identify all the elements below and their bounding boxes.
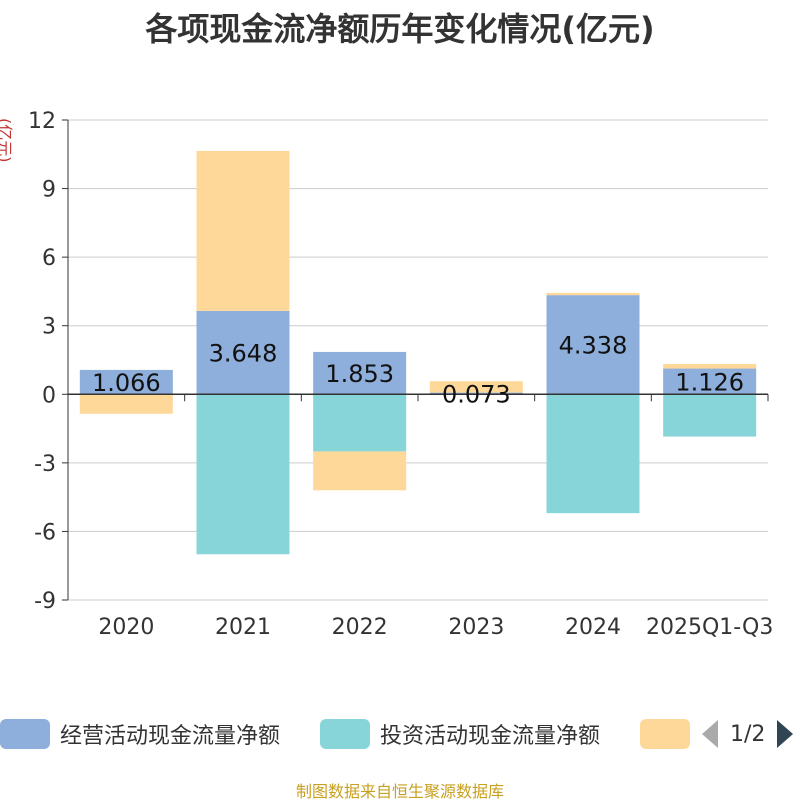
- bar-series1-2022[interactable]: [313, 351, 407, 395]
- y-tick-label: 6: [42, 246, 56, 271]
- legend-item-financing[interactable]: [640, 714, 700, 754]
- legend-prev-arrow-icon[interactable]: [702, 720, 718, 748]
- legend-page-indicator: 1/2: [730, 721, 766, 747]
- legend-swatch-investing: [320, 719, 370, 749]
- data-source-note: 制图数据来自恒生聚源数据库: [295, 782, 504, 801]
- bar-series3-2021[interactable]: [196, 150, 290, 311]
- data-label: 1.853: [325, 360, 394, 388]
- y-tick-label: -6: [34, 520, 56, 545]
- bar-series2-2025Q1-Q3[interactable]: [663, 394, 757, 437]
- x-tick-label: 2023: [448, 615, 504, 640]
- legend-item-operating[interactable]: 经营活动现金流量净额: [0, 714, 280, 754]
- bar-series3-2024[interactable]: [546, 292, 640, 296]
- x-tick-label: 2024: [565, 615, 621, 640]
- y-tick-label: 12: [28, 109, 56, 134]
- legend: 经营活动现金流量净额 投资活动现金流量净额 1/2: [0, 714, 800, 754]
- x-tick-label: 2022: [332, 615, 388, 640]
- bar-series1-2025Q1-Q3[interactable]: [663, 368, 757, 395]
- data-label: 4.338: [559, 332, 628, 360]
- y-tick-label: 9: [42, 178, 56, 203]
- legend-label-operating: 经营活动现金流量净额: [60, 724, 281, 749]
- y-tick-label: 3: [42, 315, 56, 340]
- chart-title: 各项现金流净额历年变化情况(亿元): [145, 10, 655, 48]
- bar-series2-2021[interactable]: [196, 394, 290, 555]
- bar-series2-2024[interactable]: [546, 394, 640, 514]
- bar-series2-2022[interactable]: [313, 394, 407, 452]
- data-label: 1.126: [675, 368, 744, 396]
- x-tick-label: 2021: [215, 615, 271, 640]
- y-tick-label: 0: [42, 383, 56, 408]
- y-tick-label: -9: [34, 589, 56, 614]
- bar-series1-2024[interactable]: [546, 295, 640, 395]
- data-label: 3.648: [209, 340, 278, 368]
- bar-series1-2021[interactable]: [196, 310, 290, 395]
- legend-pager: 1/2: [702, 714, 794, 754]
- data-label: 1.066: [92, 369, 161, 397]
- cash-flow-chart: 12 9 6 3 0 -3 -6 -9 2020 2021 2022 2023 2024 2025Q1-Q…: [28, 109, 773, 640]
- legend-item-investing[interactable]: 投资活动现金流量净额: [320, 714, 600, 754]
- legend-label-investing: 投资活动现金流量净额: [380, 724, 601, 749]
- y-tick-label: -3: [34, 452, 56, 477]
- legend-next-arrow-icon[interactable]: [777, 720, 794, 748]
- bar-series3-2022[interactable]: [313, 451, 407, 491]
- bar-series1-2023[interactable]: [429, 392, 523, 395]
- legend-swatch-operating: [0, 719, 50, 749]
- bar-series1-2020[interactable]: [79, 369, 173, 395]
- bar-series3-2020[interactable]: [79, 394, 173, 414]
- bar-series3-2025Q1-Q3[interactable]: [663, 363, 757, 369]
- x-tick-label: 2025Q1-Q3: [646, 615, 773, 640]
- x-tick-label: 2020: [98, 615, 154, 640]
- bar-series3-2023[interactable]: [429, 381, 523, 393]
- data-label: 0.073: [442, 380, 511, 408]
- legend-swatch-financing: [640, 719, 690, 749]
